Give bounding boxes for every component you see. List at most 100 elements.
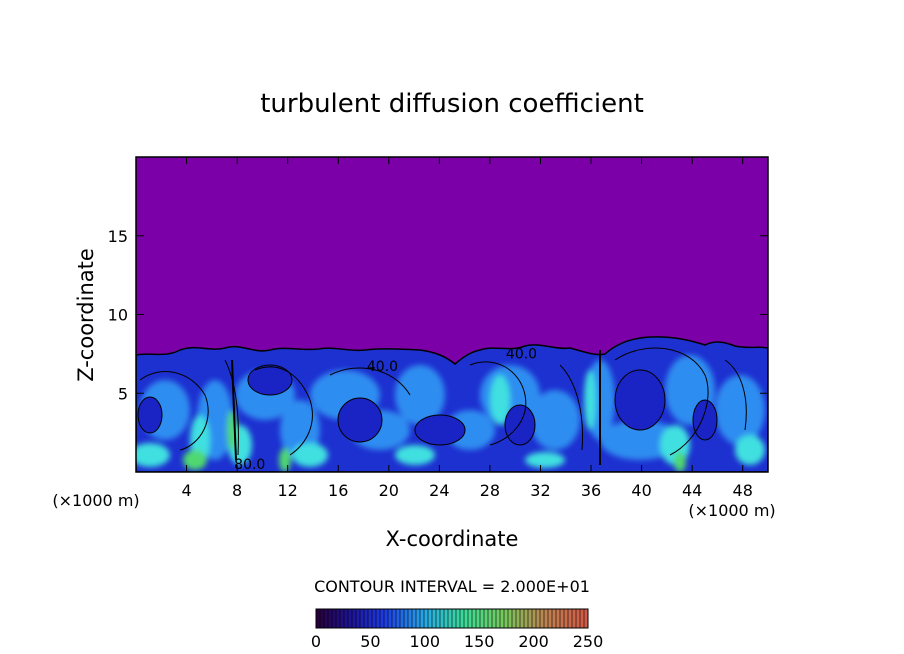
colorbar-swatch: [364, 609, 368, 628]
colorbar-swatch: [316, 609, 320, 628]
colorbar-swatch: [368, 609, 372, 628]
colorbar-swatch: [488, 609, 492, 628]
colorbar-swatch: [408, 609, 412, 628]
x-tick-label: 24: [429, 481, 449, 500]
colorbar-swatch: [320, 609, 324, 628]
colorbar-swatch: [460, 609, 464, 628]
colorbar-swatch: [512, 609, 516, 628]
y-tick-label: 10: [108, 306, 128, 325]
colorbar-swatch: [352, 609, 356, 628]
contour-lines: [139, 347, 747, 465]
x-tick-label: 44: [682, 481, 702, 500]
colorbar-swatch: [448, 609, 452, 628]
colorbar-swatch: [560, 609, 564, 628]
colorbar-swatch: [348, 609, 352, 628]
contour-interval-text: CONTOUR INTERVAL = 2.000E+01: [314, 577, 590, 596]
colorbar-swatch: [496, 609, 500, 628]
colorbar-swatch: [332, 609, 336, 628]
colorbar-swatch: [384, 609, 388, 628]
colorbar-swatch: [532, 609, 536, 628]
colorbar-swatch: [564, 609, 568, 628]
colorbar-tick-label: 250: [573, 632, 604, 651]
x-tick-label: 48: [733, 481, 753, 500]
x-unit-right: (×1000 m): [688, 501, 775, 520]
vortex-cores: [137, 364, 718, 446]
y-axis: 5 10 15: [108, 227, 768, 403]
colorbar-swatch: [324, 609, 328, 628]
colorbar-swatch: [432, 609, 436, 628]
colorbar-swatch: [336, 609, 340, 628]
colorbar-swatch: [528, 609, 532, 628]
colorbar-swatch: [572, 609, 576, 628]
colorbar-swatch: [388, 609, 392, 628]
x-axis-label: X-coordinate: [386, 527, 519, 551]
colorbar-swatch: [524, 609, 528, 628]
colorbar-swatch: [580, 609, 584, 628]
x-tick-label: 8: [232, 481, 242, 500]
colorbar-swatch: [440, 609, 444, 628]
x-unit-left: (×1000 m): [52, 491, 139, 510]
colorbar-swatch: [576, 609, 580, 628]
colorbar-swatch: [484, 609, 488, 628]
colorbar-swatch: [356, 609, 360, 628]
x-tick-label: 12: [278, 481, 298, 500]
colorbar-swatch: [416, 609, 420, 628]
x-tick-label: 16: [328, 481, 348, 500]
colorbar-tick-label: 200: [518, 632, 549, 651]
colorbar-swatch: [404, 609, 408, 628]
x-tick-label: 36: [581, 481, 601, 500]
colorbar-swatch: [468, 609, 472, 628]
colorbar-tick-label: 100: [410, 632, 441, 651]
colorbar-frame: [315, 608, 589, 629]
colorbar-swatch: [372, 609, 376, 628]
colorbar-swatch: [548, 609, 552, 628]
colorbar-swatch: [492, 609, 496, 628]
chart-title: turbulent diffusion coefficient: [260, 89, 644, 119]
colorbar-swatch: [400, 609, 404, 628]
colorbar-swatch: [452, 609, 456, 628]
colorbar-tick-label: 150: [464, 632, 495, 651]
y-axis-label: Z-coordinate: [74, 248, 98, 382]
colorbar-swatch: [516, 609, 520, 628]
colorbar-swatch: [472, 609, 476, 628]
x-tick-label: 20: [379, 481, 399, 500]
colorbar-swatch: [544, 609, 548, 628]
colorbar-swatch: [420, 609, 424, 628]
colorbar-swatch: [340, 609, 344, 628]
x-tick-label: 4: [181, 481, 191, 500]
turbulent-field: [136, 336, 768, 472]
colorbar-swatch: [444, 609, 448, 628]
colorbar-swatch: [476, 609, 480, 628]
colorbar: 0 50 100 150 200 250: [311, 608, 603, 651]
colorbar-swatch: [360, 609, 364, 628]
x-axis: 4 8 12 16 20 24 28 32 36 40 44 48: [181, 157, 753, 500]
colorbar-swatch: [376, 609, 380, 628]
y-tick-label: 15: [108, 227, 128, 246]
colorbar-swatch: [396, 609, 400, 628]
x-tick-label: 28: [480, 481, 500, 500]
x-tick-label: 40: [631, 481, 651, 500]
y-tick-label: 5: [118, 384, 128, 403]
colorbar-swatch: [424, 609, 428, 628]
colorbar-swatch: [520, 609, 524, 628]
plot-area: [135, 156, 769, 473]
colorbar-swatch: [536, 609, 540, 628]
colorbar-ticks: 0 50 100 150 200 250: [311, 632, 603, 651]
colorbar-swatch: [392, 609, 396, 628]
colorbar-swatch: [508, 609, 512, 628]
colorbar-swatch: [556, 609, 560, 628]
colorbar-tick-label: 0: [311, 632, 321, 651]
x-tick-label: 32: [530, 481, 550, 500]
colorbar-swatch: [428, 609, 432, 628]
colorbar-tick-label: 50: [360, 632, 380, 651]
colorbar-swatch: [480, 609, 484, 628]
colorbar-swatch: [412, 609, 416, 628]
colorbar-swatch: [344, 609, 348, 628]
colorbar-swatch: [504, 609, 508, 628]
contour-label: 40.0: [506, 347, 537, 363]
colorbar-swatch: [540, 609, 544, 628]
colorbar-swatch: [456, 609, 460, 628]
colorbar-swatch: [380, 609, 384, 628]
colorbar-swatch: [552, 609, 556, 628]
